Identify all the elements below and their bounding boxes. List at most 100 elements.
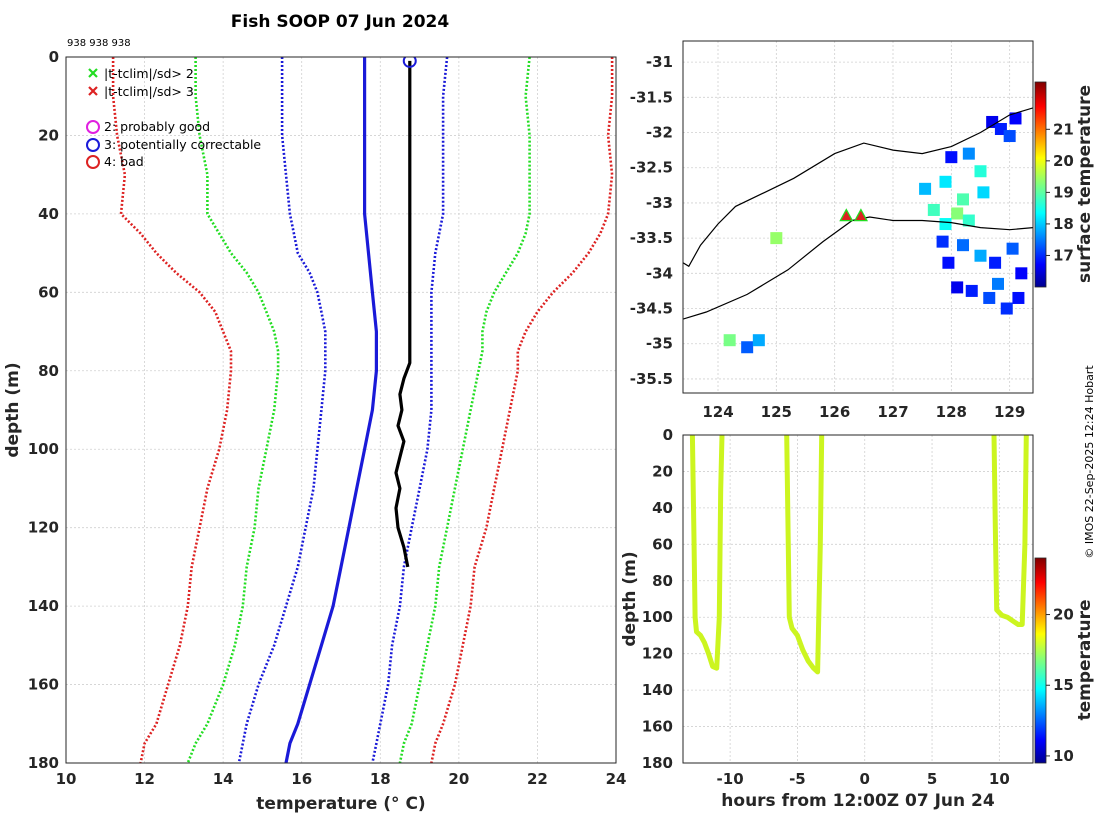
x-tick-label: 0 <box>860 770 870 788</box>
colorbar-tick-label: 20 <box>1053 606 1074 624</box>
legend-label: 2: probably good <box>104 119 210 134</box>
colorbar-tick-label: 20 <box>1053 152 1074 170</box>
legend-entry-magenta-circle: 2: probably good <box>86 119 210 134</box>
map-colorbar <box>1034 81 1047 288</box>
time-ylabel: depth (m) <box>620 551 640 646</box>
coastline <box>683 107 1033 268</box>
x-tick-label: 5 <box>927 770 937 788</box>
y-tick-label: 120 <box>642 645 673 663</box>
time-colorbar <box>1034 557 1047 764</box>
series-clim-mean <box>284 57 378 763</box>
map-colorbar-label: surface temperature <box>1075 85 1095 283</box>
colorbar-tick-label: 17 <box>1053 246 1074 264</box>
legend-label: 3: potentially correctable <box>104 137 261 152</box>
x-tick-label: 18 <box>370 770 391 788</box>
y-tick-label: 160 <box>642 718 673 736</box>
x-tick-label: 10 <box>989 770 1010 788</box>
profile-ylabel: depth (m) <box>3 362 23 457</box>
sst-cell <box>939 218 952 231</box>
series-clim-high-2sd <box>398 57 531 763</box>
sst-cell <box>1012 291 1025 304</box>
shelf-edge-line <box>683 216 1033 320</box>
chart-title: Fish SOOP 07 Jun 2024 <box>231 12 450 32</box>
sst-cell <box>1003 130 1016 143</box>
y-tick-label: -33.5 <box>630 229 673 247</box>
x-tick-label: 126 <box>819 403 850 421</box>
profile-panel: 10 12 14 16 18 20 22 24 0 20 40 60 80 100 120 140 160 180… <box>3 48 626 814</box>
series-clim-low-1sd <box>237 57 327 763</box>
sst-cell <box>927 203 940 216</box>
sst-cell <box>957 193 969 206</box>
y-tick-label: 60 <box>38 283 59 301</box>
sst-cell <box>1015 267 1028 280</box>
sst-cell <box>951 281 964 294</box>
profile-legend: |t-tclim|/sd> 2 |t-tclim|/sd> 3 2: proba… <box>86 66 261 169</box>
sst-cell <box>752 334 765 347</box>
location-marker <box>853 208 869 222</box>
y-tick-label: 40 <box>38 205 59 223</box>
x-tick-label: 16 <box>291 770 312 788</box>
x-tick-label: -5 <box>789 770 806 788</box>
x-tick-label: 22 <box>527 770 548 788</box>
y-tick-label: 140 <box>642 681 673 699</box>
colorbar-tick-label: 10 <box>1053 747 1074 765</box>
sst-cell <box>1006 242 1019 255</box>
sst-cell <box>951 207 964 220</box>
y-tick-label: -33 <box>646 194 673 212</box>
copyright-text: © IMOS 22-Sep-2025 12:24 Hobart <box>1083 365 1096 559</box>
x-tick-label: 10 <box>56 770 77 788</box>
y-tick-label: 140 <box>28 597 59 615</box>
x-tick-label: 24 <box>606 770 627 788</box>
legend-label: 4: bad <box>104 154 144 169</box>
series-cast1 <box>689 435 725 671</box>
legend-label: |t-tclim|/sd> 3 <box>104 84 194 99</box>
x-tick-label: -10 <box>717 770 744 788</box>
colorbar-tick-label: 21 <box>1053 120 1074 138</box>
sst-cell <box>962 147 975 160</box>
x-tick-label: 124 <box>702 403 733 421</box>
y-tick-label: -34 <box>646 264 673 282</box>
x-tick-label: 14 <box>213 770 234 788</box>
sst-cell <box>723 334 736 347</box>
y-tick-label: 180 <box>642 754 673 772</box>
series-fish-profile <box>394 60 412 568</box>
series-clim-low-2sd <box>186 57 280 763</box>
y-tick-label: 60 <box>652 535 673 553</box>
colorbar-tick-label: 15 <box>1053 676 1074 694</box>
sst-cell <box>945 151 958 164</box>
map-axes-frame <box>682 40 1034 394</box>
x-tick-label: 128 <box>936 403 967 421</box>
y-tick-label: 80 <box>652 572 673 590</box>
qc-circle-marker <box>402 57 417 68</box>
time-colorbar-label: temperature <box>1075 599 1095 720</box>
series-cast3 <box>991 435 1029 627</box>
legend-entry-green-x: |t-tclim|/sd> 2 <box>88 66 194 81</box>
sst-cell <box>962 214 975 227</box>
profile-xlabel: temperature (° C) <box>256 794 425 814</box>
legend-entry-blue-circle: 3: potentially correctable <box>86 137 261 152</box>
series-clim-high-3sd <box>430 57 614 763</box>
sst-cell <box>1000 302 1013 315</box>
sst-cell <box>977 186 990 199</box>
x-tick-label: 129 <box>994 403 1025 421</box>
y-tick-label: 20 <box>652 462 673 480</box>
legend-entry-red-x: |t-tclim|/sd> 3 <box>88 84 194 99</box>
y-tick-label: -31.5 <box>630 88 673 106</box>
colorbar-tick-label: 18 <box>1053 215 1074 233</box>
sst-cell <box>992 277 1004 290</box>
legend-label: |t-tclim|/sd> 2 <box>104 66 194 81</box>
time-axes-frame <box>682 434 1034 764</box>
sst-cell <box>741 341 754 354</box>
profile-axes-frame <box>65 56 617 764</box>
map-panel: 124 125 126 127 128 129 -31 -31.5 -32 -32.5 -33 -33… <box>630 40 1095 421</box>
y-tick-label: -34.5 <box>630 300 673 318</box>
sst-cell <box>936 235 949 248</box>
sst-cell <box>919 182 932 195</box>
sst-cell <box>974 165 987 178</box>
y-tick-label: -35 <box>646 335 673 353</box>
y-tick-label: 0 <box>49 48 59 66</box>
sst-cell <box>942 256 955 269</box>
x-tick-label: 20 <box>448 770 469 788</box>
